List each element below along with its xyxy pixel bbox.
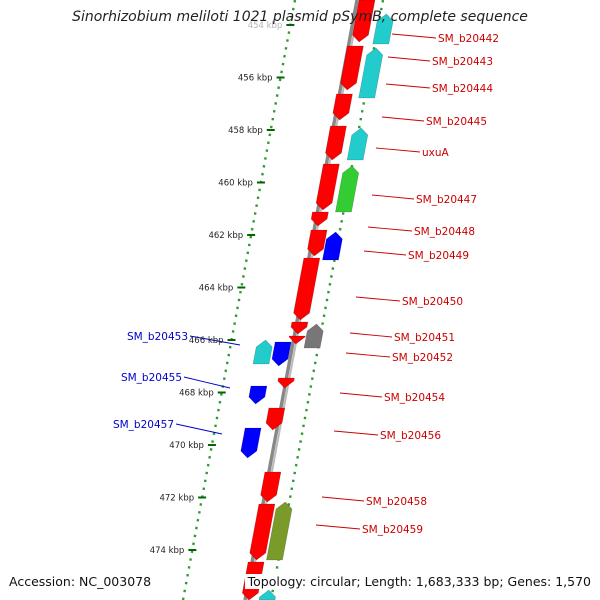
gene-arrow — [335, 165, 360, 213]
label-leader-line — [375, 147, 421, 153]
gene-label-reverse: SM_b20457 — [113, 419, 174, 431]
gene-label-forward: SM_b20450 — [402, 296, 463, 308]
gene-label-forward: SM_b20443 — [432, 56, 493, 68]
gene-arrow — [325, 125, 347, 161]
gene-arrow — [248, 385, 268, 405]
gene-arrow-layer — [240, 0, 394, 600]
gene-arrow — [340, 45, 364, 91]
gene-arrow — [265, 407, 286, 431]
gene-arrow — [266, 501, 293, 561]
gene-arrow — [249, 503, 276, 561]
summary-text: Topology: circular; Length: 1,683,333 bp… — [244, 574, 594, 589]
gene-label-forward: SM_b20456 — [380, 430, 441, 442]
gene-label-forward: SM_b20449 — [408, 250, 469, 262]
ruler-tick-label: 462 kbp — [208, 231, 243, 241]
gene-arrow — [332, 93, 353, 121]
accession-text: Accession: NC_003078 — [6, 574, 155, 589]
ruler-tick-label: 464 kbp — [199, 284, 234, 294]
ruler-tick-label: 474 kbp — [150, 546, 185, 556]
gene-label-forward: SM_b20451 — [394, 332, 455, 344]
gene-arrow — [346, 127, 369, 161]
gene-arrow — [271, 341, 292, 367]
ruler-dotted-ring — [181, 0, 297, 600]
ruler-tick-label: 458 kbp — [228, 126, 263, 136]
ruler-tick-label: 472 kbp — [159, 494, 194, 504]
gene-arrow — [288, 335, 306, 345]
gene-arrow — [258, 589, 276, 600]
gene-arrow — [252, 339, 273, 365]
label-leader-line — [345, 352, 391, 358]
dotted-ring-layer — [181, 0, 385, 600]
gene-label-forward: SM_b20448 — [414, 226, 475, 238]
gene-arrow — [303, 323, 324, 349]
gene-label-forward: SM_b20445 — [426, 116, 487, 128]
gene-arrow — [372, 13, 394, 45]
label-leader-line — [189, 335, 241, 346]
ruler-tick-label: 454 kbp — [248, 21, 283, 31]
gene-label-reverse: SM_b20455 — [121, 372, 182, 384]
gene-arrow — [277, 377, 295, 389]
gene-arrow — [240, 427, 262, 459]
label-leader-line — [371, 194, 415, 200]
ruler-tick-label: 468 kbp — [179, 389, 214, 399]
label-leader-line — [339, 392, 383, 398]
gene-label-reverse: SM_b20453 — [127, 331, 188, 343]
gene-label-forward: SM_b20447 — [416, 194, 477, 206]
gene-arrow — [322, 231, 343, 261]
label-leader-line — [381, 116, 425, 122]
gene-arrow — [358, 47, 384, 99]
ruler-tick-label: 470 kbp — [169, 441, 204, 451]
gene-label-forward: SM_b20452 — [392, 352, 453, 364]
gene-arrow — [315, 163, 340, 211]
ruler-tick-layer: 454 kbp 456 kbp 458 kbp 460 kbp 462 kbp 464 k… — [150, 21, 295, 556]
gene-label-forward: SM_b20444 — [432, 83, 493, 95]
label-leader-line — [363, 250, 407, 256]
gene-label-forward: SM_b20458 — [366, 496, 427, 508]
gene-arrow — [293, 257, 321, 321]
label-leader-line — [175, 423, 223, 435]
label-leader-line — [387, 56, 431, 62]
label-leader-line — [183, 376, 231, 389]
gene-label-forward: SM_b20454 — [384, 392, 445, 404]
gene-label-forward: SM_b20442 — [438, 33, 499, 45]
ruler-tick-label: 466 kbp — [189, 336, 224, 346]
gene-label-layer: SM_b20442 SM_b20443 SM_b20444 SM_b20445 uxuA… — [113, 33, 499, 536]
label-leader-line — [385, 83, 431, 89]
label-leader-line — [355, 296, 401, 302]
label-leader-line — [333, 430, 379, 436]
gene-label-forward: SM_b20459 — [362, 524, 423, 536]
label-leader-line — [315, 524, 361, 530]
label-leader-line — [321, 496, 365, 502]
label-leader-line — [391, 33, 437, 39]
gene-arrow — [307, 229, 328, 257]
ruler-tick-label: 460 kbp — [218, 179, 253, 189]
gene-arrow — [310, 211, 329, 227]
gene-arrow — [290, 321, 309, 335]
gene-arrow — [260, 471, 282, 503]
label-leader-line — [367, 226, 413, 232]
map-title: Sinorhizobium meliloti 1021 plasmid pSym… — [72, 9, 528, 25]
ruler-tick-label: 456 kbp — [238, 74, 273, 84]
gene-arrow — [352, 0, 376, 43]
label-leader-line — [349, 332, 393, 338]
gene-label-forward: uxuA — [422, 147, 450, 159]
forward-dotted-ring — [269, 0, 385, 600]
